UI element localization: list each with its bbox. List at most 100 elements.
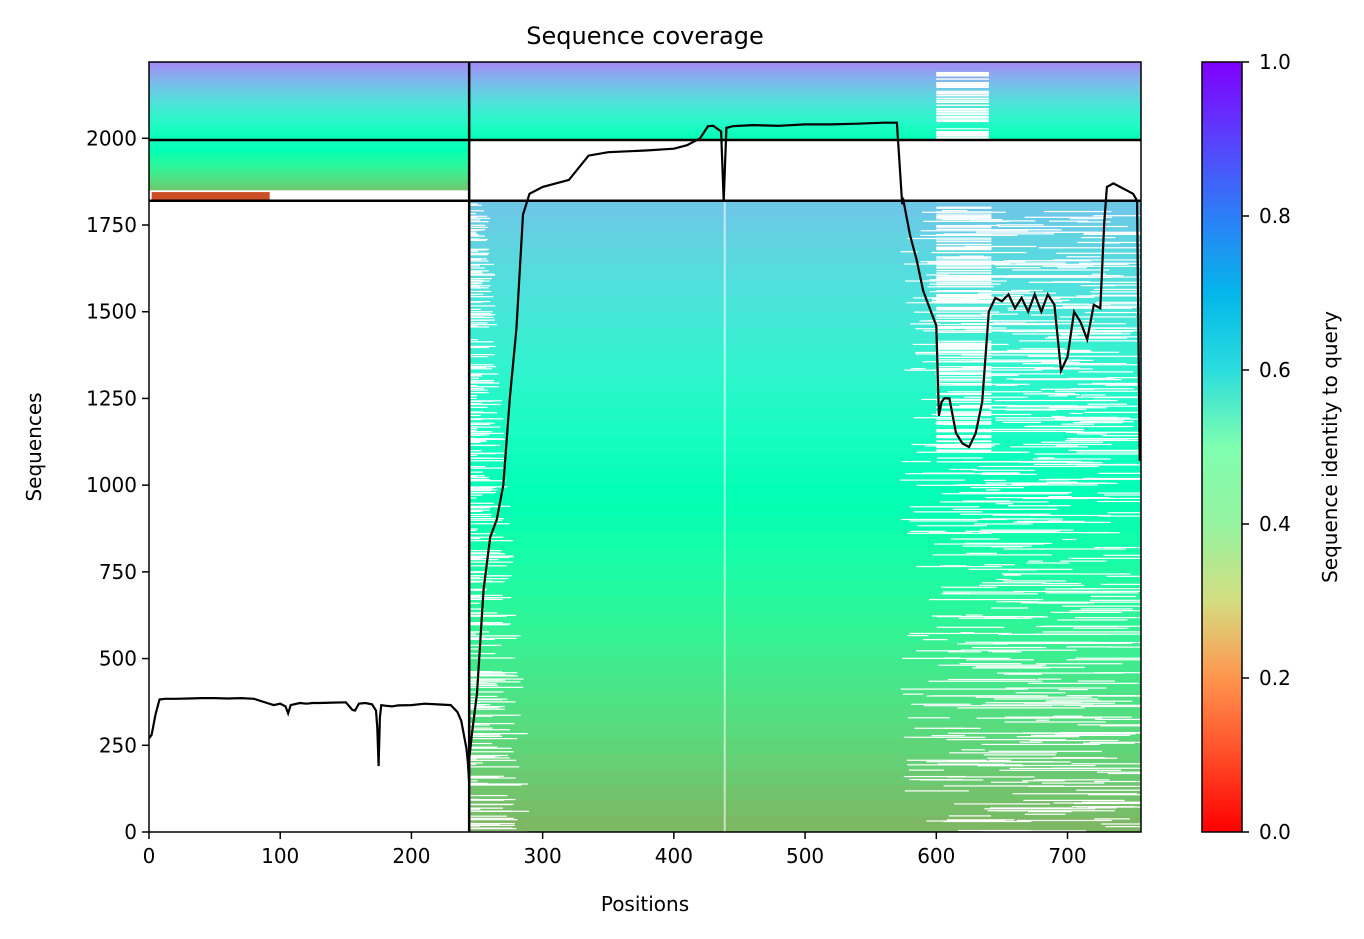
gap-streak <box>979 531 1110 534</box>
y-axis: 0 250 500 750 1000 1250 1500 1750 2000 <box>86 126 149 844</box>
gap-streak <box>978 292 1057 294</box>
gap-streak <box>469 400 493 402</box>
gap-streak <box>941 493 1069 495</box>
gap-streak <box>980 313 1019 315</box>
gap-streak <box>936 382 992 385</box>
gap-streak <box>1003 580 1067 582</box>
gap-streak <box>469 402 482 405</box>
gap-streak <box>1057 619 1128 621</box>
heatmap-band <box>149 177 470 181</box>
gap-streak <box>936 326 992 328</box>
gap-streak <box>936 286 992 288</box>
gap-streak <box>936 309 992 311</box>
gap-streak <box>936 276 992 278</box>
gap-streak <box>962 366 1053 369</box>
gap-streak <box>469 285 480 287</box>
gap-streak <box>469 565 507 567</box>
gap-streak <box>1094 396 1141 399</box>
gap-streak <box>1037 457 1055 459</box>
gap-streak <box>944 532 967 534</box>
gap-streak <box>469 441 481 443</box>
heatmap-band <box>149 130 1141 133</box>
gap-streak <box>936 94 989 97</box>
gap-streak <box>936 413 992 415</box>
gap-streak <box>936 225 992 227</box>
gap-streak <box>955 360 1062 363</box>
gap-streak <box>469 762 483 764</box>
heatmap-band <box>469 500 1141 517</box>
gap-streak <box>1059 332 1122 334</box>
gap-streak <box>469 467 483 469</box>
gap-streak <box>1107 512 1141 514</box>
heatmap-band <box>469 421 1141 439</box>
gap-streak <box>936 91 989 94</box>
gap-streak <box>1080 608 1133 610</box>
gap-streak <box>1075 657 1141 659</box>
gap-streak <box>931 735 965 737</box>
gap-streak <box>936 78 989 80</box>
gap-streak <box>1090 741 1141 743</box>
gap-streak <box>469 537 481 540</box>
gap-streak <box>469 397 477 399</box>
gap-streak <box>469 513 492 516</box>
gap-streak <box>1038 479 1071 481</box>
gap-streak <box>937 323 1059 326</box>
gap-streak <box>469 556 514 558</box>
gap-streak <box>1019 461 1094 463</box>
gap-streak <box>1024 616 1049 618</box>
gap-streak <box>965 614 983 616</box>
gap-streak <box>943 785 1064 787</box>
colorbar-tick-label: 0.2 <box>1259 666 1291 690</box>
gap-streak <box>974 350 1092 352</box>
gap-streak <box>469 326 489 328</box>
y-tick-label: 1250 <box>86 386 137 410</box>
gap-streak <box>936 104 989 106</box>
gap-streak <box>996 578 1012 581</box>
identity-heatmap <box>149 62 1141 832</box>
gap-streak <box>1087 303 1111 306</box>
heatmap-band <box>149 110 1141 114</box>
gap-streak <box>1020 764 1096 767</box>
gap-streak <box>469 727 493 729</box>
gap-streak <box>1012 269 1110 271</box>
gap-streak <box>990 781 1029 783</box>
gap-streak <box>1075 806 1141 808</box>
gap-streak <box>469 229 479 232</box>
gap-streak <box>936 422 992 424</box>
gap-streak <box>469 233 479 236</box>
y-tick-label: 1500 <box>86 300 137 324</box>
gap-streak <box>987 650 1017 652</box>
gap-streak <box>939 565 967 567</box>
gap-streak <box>936 295 992 297</box>
gap-streak <box>1007 309 1040 311</box>
gap-streak <box>936 290 992 293</box>
gap-streak <box>936 86 989 89</box>
heatmap-band <box>149 69 1141 73</box>
gap-streak <box>946 739 1040 741</box>
gap-streak <box>936 134 989 136</box>
gap-streak <box>1030 314 1056 316</box>
gap-streak <box>469 423 491 426</box>
gap-streak <box>1096 771 1141 773</box>
y-tick-label: 500 <box>99 647 137 671</box>
gap-streak <box>991 607 1029 609</box>
gap-streak <box>936 251 992 254</box>
heatmap-band <box>469 232 1141 249</box>
gap-streak <box>469 780 478 782</box>
gap-streak <box>469 528 478 530</box>
gap-streak <box>923 639 948 641</box>
heatmap-band <box>149 128 1141 131</box>
gap-streak <box>1028 281 1141 283</box>
gap-streak <box>1051 700 1102 702</box>
heatmap-band <box>149 144 470 147</box>
gap-streak <box>965 552 997 554</box>
gap-streak <box>469 282 482 285</box>
heatmap-band <box>149 167 470 170</box>
gap-streak <box>981 704 1094 706</box>
heatmap-band <box>149 106 1141 110</box>
gap-streak <box>1076 451 1141 453</box>
gap-streak <box>1092 382 1141 385</box>
gap-streak <box>1058 688 1089 691</box>
gap-streak <box>1041 441 1104 443</box>
